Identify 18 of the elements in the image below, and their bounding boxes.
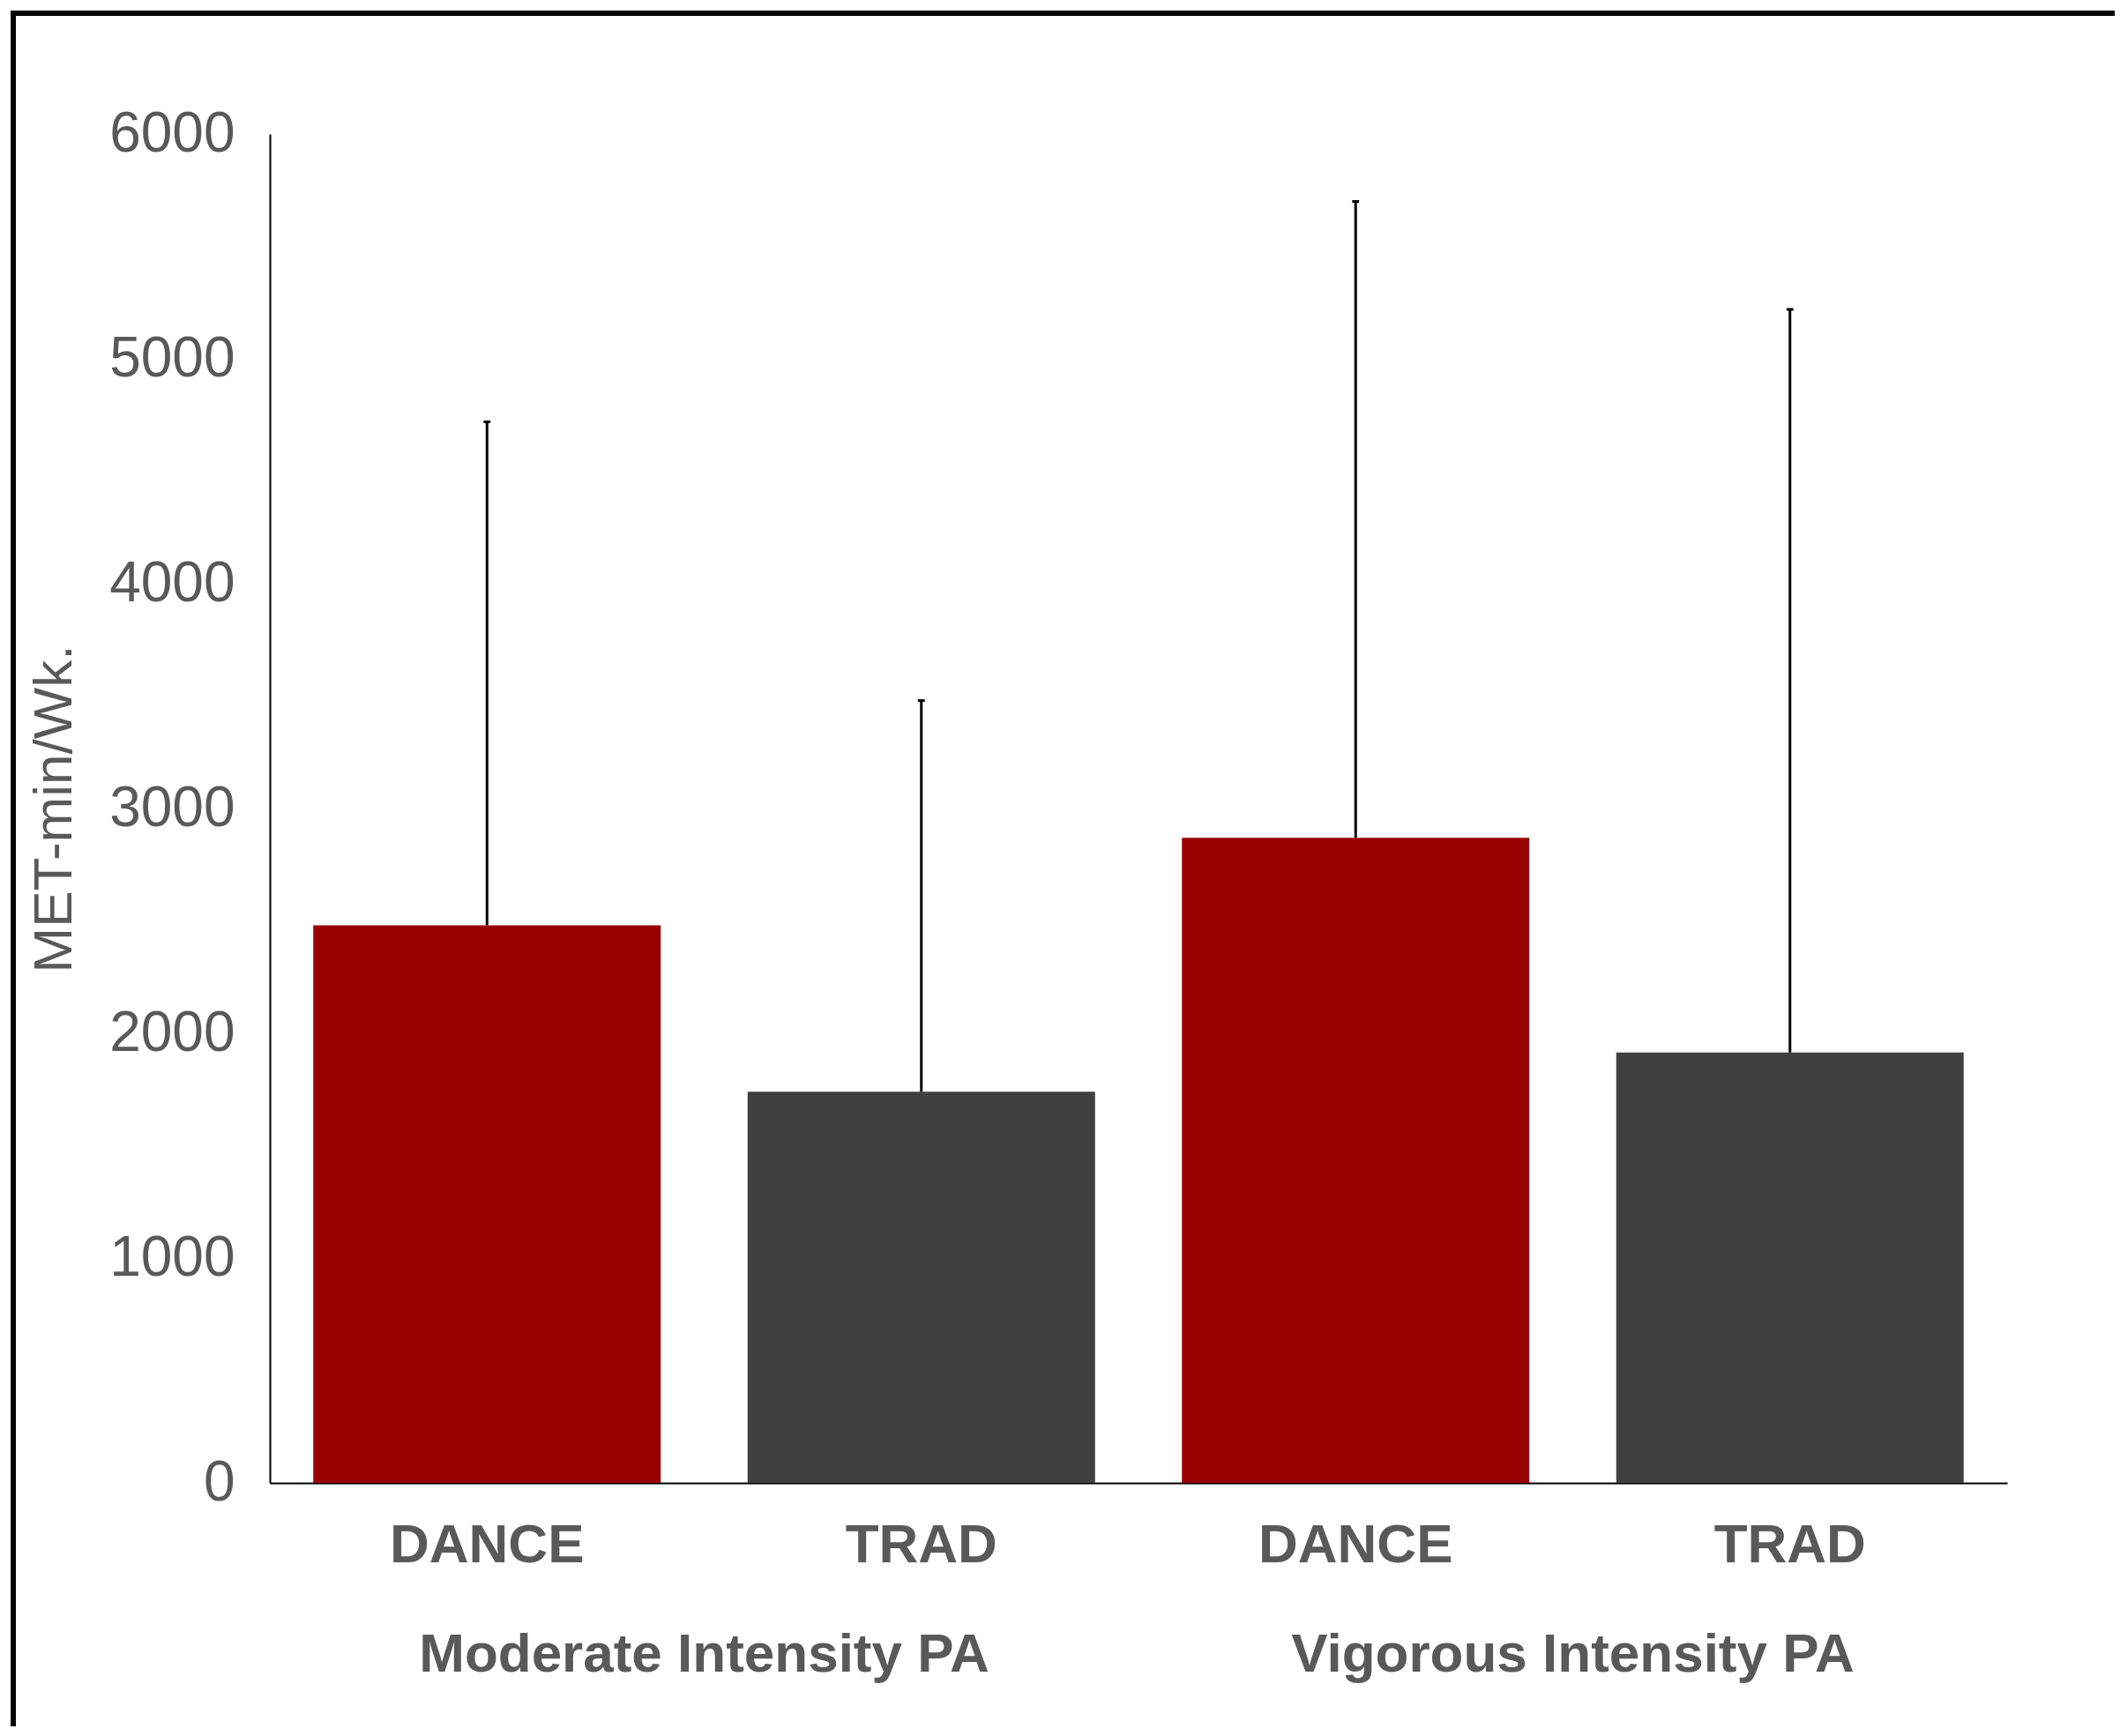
x-tick-label: Vigorous Intensity PA [1291,1622,1855,1683]
text: DANCE [1258,1512,1453,1574]
y-tick-label: 4000 [109,549,235,614]
bar [313,925,661,1483]
series-label: TRAD [845,1512,997,1574]
y-tick-label: 0 [203,1449,235,1513]
y-tick-label: 5000 [109,324,235,389]
x-tick-label: Moderate Intensity PA [419,1622,989,1683]
text: TRAD [1713,1512,1866,1574]
y-tick-label: 2000 [109,999,235,1063]
y-axis-title: MET-min/Wk. [22,644,84,973]
bar [747,1092,1095,1483]
bar [1616,1052,1964,1483]
series-label: DANCE [390,1512,585,1574]
y-tick-label: 6000 [109,100,235,164]
bar [1182,838,1530,1483]
y-tick-label: 3000 [109,774,235,838]
y-tick-label: 1000 [109,1224,235,1288]
